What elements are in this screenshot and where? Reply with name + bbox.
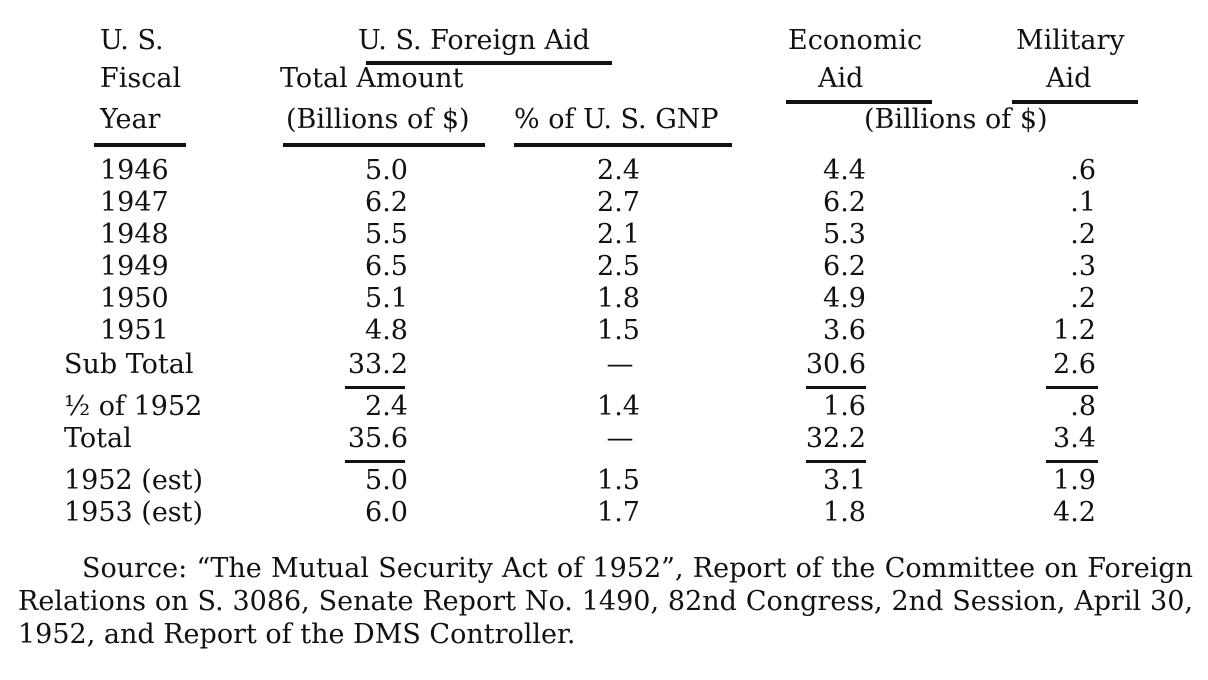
cell-pct: 1.8 bbox=[597, 283, 640, 314]
cell-year: 1950 bbox=[100, 283, 169, 314]
cell-pct: 2.1 bbox=[597, 219, 640, 250]
cell-total: 5.0 bbox=[365, 155, 408, 186]
cell-year: 1947 bbox=[100, 187, 169, 218]
header-economic-underline bbox=[786, 100, 932, 104]
cell-mil: 2.6 bbox=[1053, 349, 1096, 380]
cell-year: ½ of 1952 bbox=[64, 391, 203, 422]
cell-year: 1953 (est) bbox=[64, 497, 204, 528]
subtotal-rule-econ bbox=[806, 386, 866, 389]
header-fiscal-year-line3: Year bbox=[100, 104, 161, 135]
cell-econ: 1.6 bbox=[823, 391, 866, 422]
cell-pct: 1.5 bbox=[597, 315, 640, 346]
cell-mil: 3.4 bbox=[1053, 423, 1096, 454]
cell-econ: 32.2 bbox=[805, 423, 866, 454]
cell-year: 1951 bbox=[100, 315, 169, 346]
header-foreign-aid-underline bbox=[366, 61, 612, 65]
cell-mil: 1.2 bbox=[1053, 315, 1096, 346]
cell-total: 5.5 bbox=[365, 219, 408, 250]
cell-total: 6.0 bbox=[365, 497, 408, 528]
header-economic-line2: Aid bbox=[818, 63, 864, 94]
cell-mil: .2 bbox=[1070, 219, 1096, 250]
cell-mil: .1 bbox=[1070, 187, 1096, 218]
cell-total: 2.4 bbox=[365, 391, 408, 422]
cell-pct: — bbox=[606, 423, 634, 454]
cell-pct: — bbox=[606, 349, 634, 380]
cell-econ: 5.3 bbox=[823, 219, 866, 250]
header-military-underline bbox=[1012, 100, 1138, 104]
header-total-underline bbox=[283, 143, 485, 147]
cell-year: Total bbox=[64, 423, 132, 454]
total-rule-econ bbox=[806, 460, 866, 463]
total-rule-total bbox=[345, 460, 405, 463]
header-total-amount-line1: Total Amount bbox=[280, 63, 464, 94]
cell-total: 35.6 bbox=[347, 423, 408, 454]
cell-pct: 1.7 bbox=[597, 497, 640, 528]
cell-year: 1946 bbox=[100, 155, 169, 186]
cell-mil: .8 bbox=[1070, 391, 1096, 422]
cell-mil: .2 bbox=[1070, 283, 1096, 314]
cell-total: 4.8 bbox=[365, 315, 408, 346]
cell-total: 33.2 bbox=[347, 349, 408, 380]
cell-mil: 4.2 bbox=[1053, 497, 1096, 528]
header-fiscal-year-line2: Fiscal bbox=[100, 63, 182, 94]
subtotal-rule-mil bbox=[1046, 386, 1098, 389]
header-us-foreign-aid: U. S. Foreign Aid bbox=[358, 25, 590, 56]
cell-econ: 6.2 bbox=[823, 187, 866, 218]
cell-mil: .3 bbox=[1070, 251, 1096, 282]
cell-total: 6.2 bbox=[365, 187, 408, 218]
cell-total: 6.5 bbox=[365, 251, 408, 282]
cell-year: 1948 bbox=[100, 219, 169, 250]
cell-econ: 6.2 bbox=[823, 251, 866, 282]
total-rule-mil bbox=[1046, 460, 1098, 463]
cell-year: 1949 bbox=[100, 251, 169, 282]
cell-year: Sub Total bbox=[64, 349, 194, 380]
header-military-line1: Military bbox=[1016, 25, 1125, 56]
cell-mil: .6 bbox=[1070, 155, 1096, 186]
cell-pct: 2.7 bbox=[597, 187, 640, 218]
header-year-underline bbox=[94, 143, 186, 147]
cell-pct: 2.4 bbox=[597, 155, 640, 186]
cell-pct: 1.4 bbox=[597, 391, 640, 422]
cell-pct: 2.5 bbox=[597, 251, 640, 282]
cell-total: 5.1 bbox=[365, 283, 408, 314]
header-economic-line1: Economic bbox=[788, 25, 923, 56]
header-military-line2: Aid bbox=[1046, 63, 1092, 94]
cell-econ: 4.9 bbox=[823, 283, 866, 314]
header-pct-gnp: % of U. S. GNP bbox=[514, 104, 719, 135]
cell-econ: 4.4 bbox=[823, 155, 866, 186]
cell-year: 1952 (est) bbox=[64, 465, 204, 496]
header-fiscal-year-line1: U. S. bbox=[100, 25, 164, 56]
cell-econ: 1.8 bbox=[823, 497, 866, 528]
cell-econ: 3.1 bbox=[823, 465, 866, 496]
cell-pct: 1.5 bbox=[597, 465, 640, 496]
cell-mil: 1.9 bbox=[1053, 465, 1096, 496]
header-billions-of: (Billions of $) bbox=[864, 104, 1048, 135]
header-total-amount-line2: (Billions of $) bbox=[286, 104, 470, 135]
source-citation: Source: “The Mutual Security Act of 1952… bbox=[18, 553, 1193, 650]
subtotal-rule-total bbox=[345, 386, 405, 389]
cell-total: 5.0 bbox=[365, 465, 408, 496]
cell-econ: 3.6 bbox=[823, 315, 866, 346]
cell-econ: 30.6 bbox=[805, 349, 866, 380]
header-pct-underline bbox=[514, 143, 732, 147]
